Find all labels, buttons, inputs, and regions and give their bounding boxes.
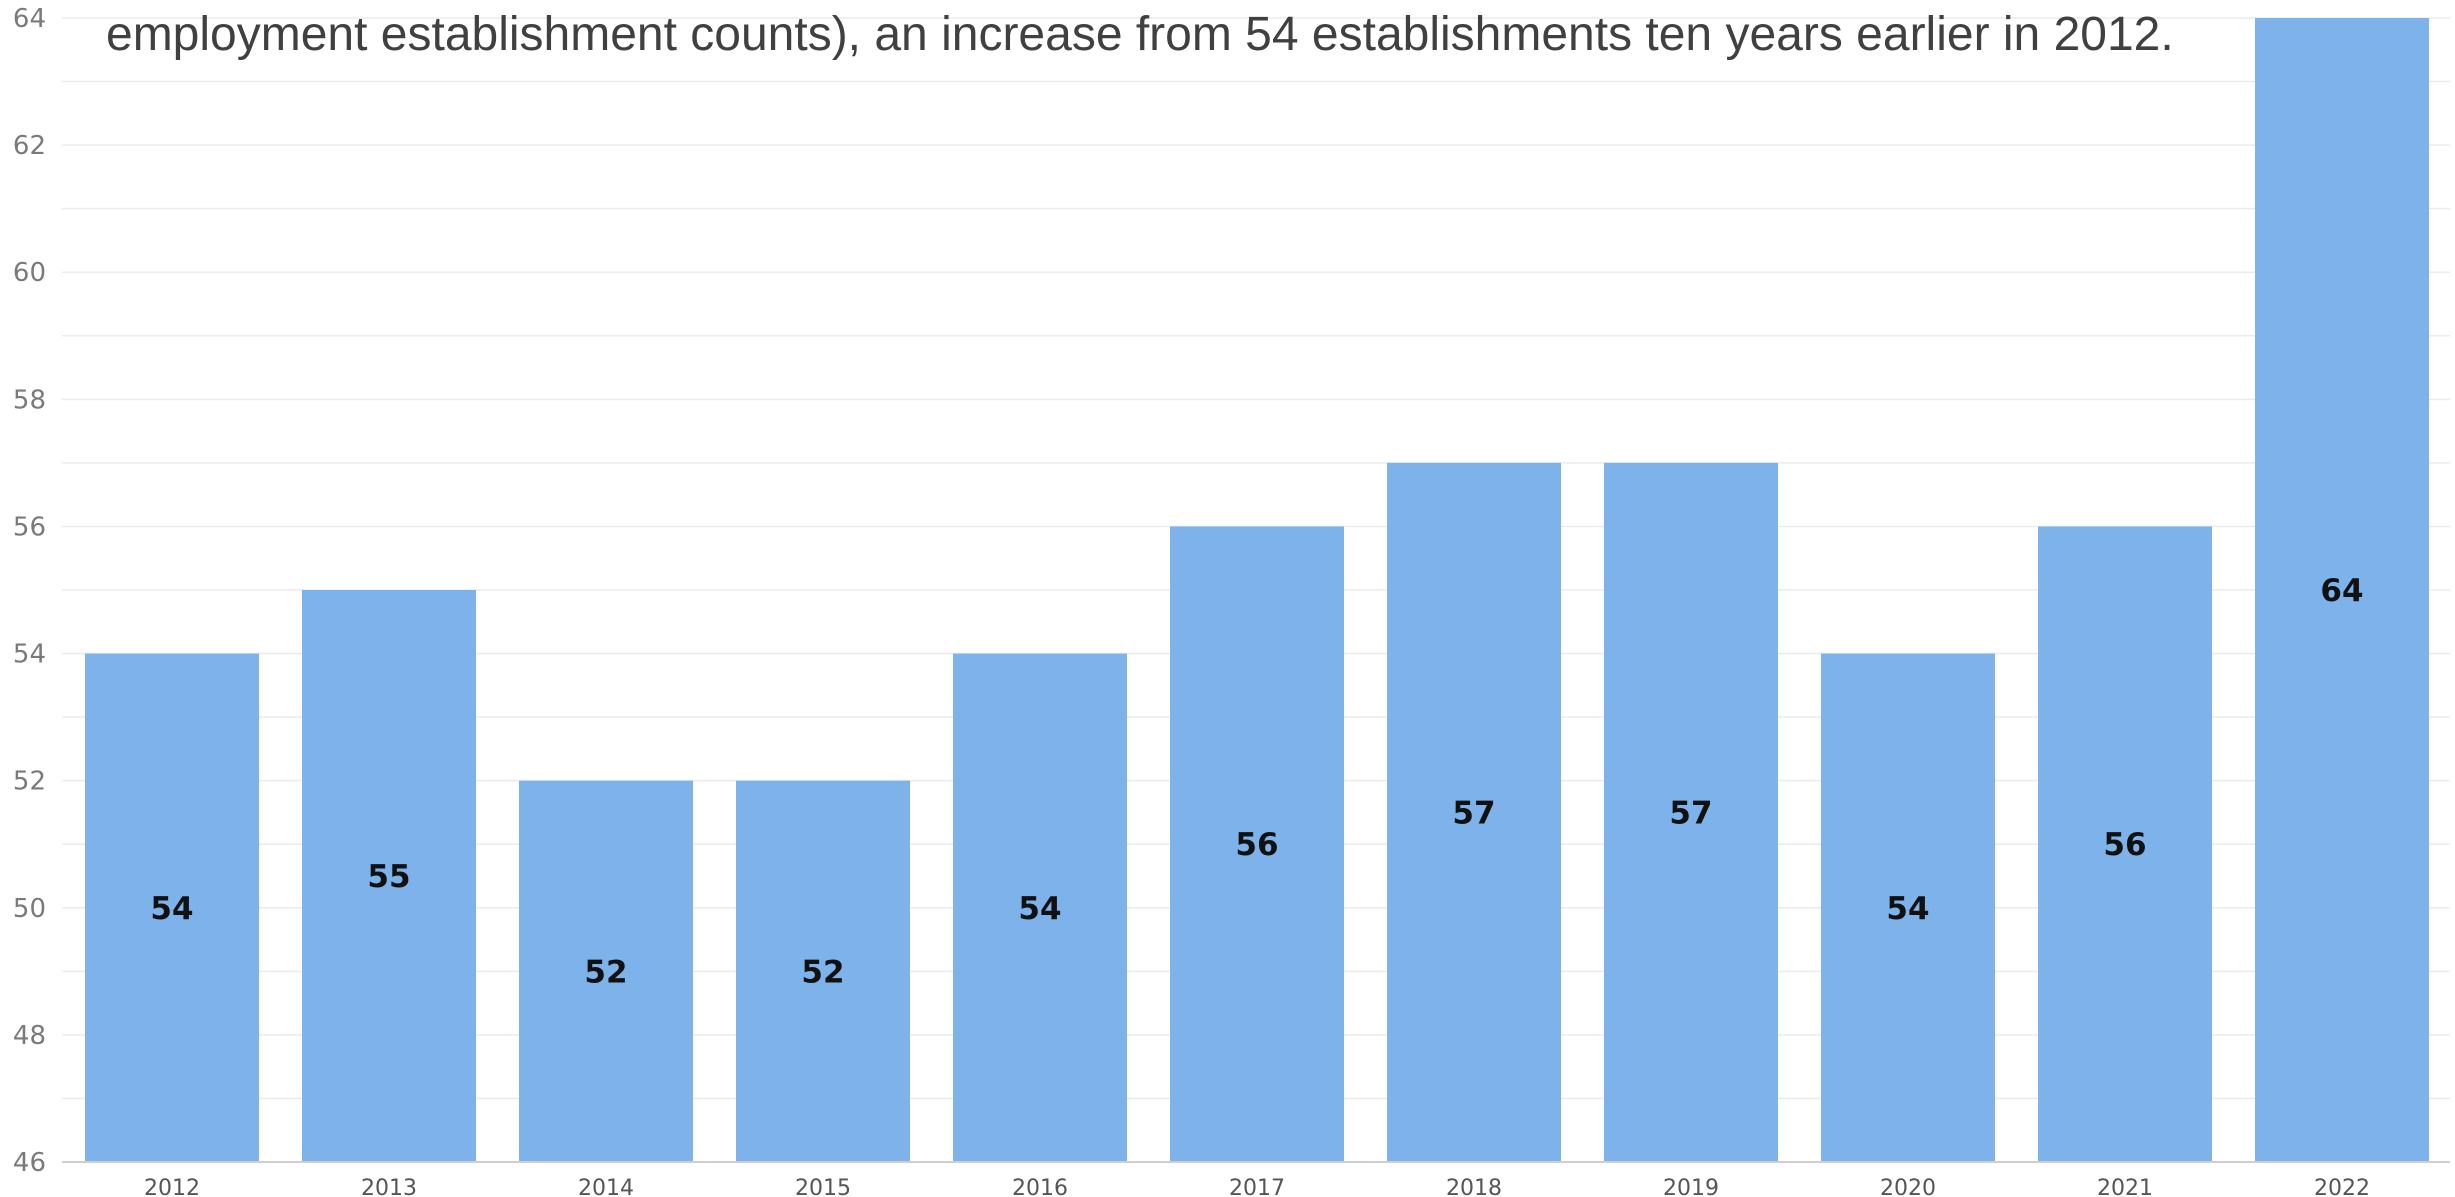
x-tick-label: 2016 xyxy=(1012,1176,1068,1197)
data-label: 57 xyxy=(1452,795,1495,831)
bar-2016[interactable] xyxy=(953,653,1127,1162)
bar-2012[interactable] xyxy=(85,653,259,1162)
data-label: 54 xyxy=(1886,891,1929,927)
bar-2022[interactable] xyxy=(2255,18,2429,1162)
data-label: 54 xyxy=(150,891,193,927)
x-tick-label: 2013 xyxy=(361,1176,417,1197)
y-tick-label: 62 xyxy=(13,131,46,161)
data-label: 56 xyxy=(1235,827,1278,863)
bar-2017[interactable] xyxy=(1170,526,1344,1162)
bar-2013[interactable] xyxy=(302,590,476,1162)
y-tick-label: 50 xyxy=(13,894,46,924)
data-label: 54 xyxy=(1018,891,1061,927)
bar-2021[interactable] xyxy=(2038,526,2212,1162)
x-tick-label: 2022 xyxy=(2314,1176,2370,1197)
y-tick-label: 48 xyxy=(13,1021,46,1051)
y-tick-label: 54 xyxy=(13,640,46,670)
axes: 46 48 50 52 54 56 58 60 62 64 2012 2013 2014 2015 2016… xyxy=(13,4,2450,1197)
y-tick-label: 58 xyxy=(13,385,46,415)
x-tick-label: 2014 xyxy=(578,1176,634,1197)
x-tick-label: 2020 xyxy=(1880,1176,1936,1197)
x-tick-label: 2015 xyxy=(795,1176,851,1197)
x-tick-label: 2012 xyxy=(144,1176,200,1197)
data-label: 52 xyxy=(584,954,627,990)
data-labels: 54 55 52 52 54 56 57 57 54 56 64 xyxy=(150,573,2363,990)
y-tick-label: 56 xyxy=(13,512,46,542)
x-tick-label: 2017 xyxy=(1229,1176,1285,1197)
bar-2014[interactable] xyxy=(519,780,693,1162)
data-label: 64 xyxy=(2320,573,2363,609)
bar-2019[interactable] xyxy=(1604,462,1778,1162)
data-label: 57 xyxy=(1669,795,1712,831)
bar-2015[interactable] xyxy=(736,780,910,1162)
x-tick-label: 2019 xyxy=(1663,1176,1719,1197)
x-tick-label: 2021 xyxy=(2097,1176,2153,1197)
bars xyxy=(85,18,2429,1162)
x-tick-label: 2018 xyxy=(1446,1176,1502,1197)
y-tick-label: 64 xyxy=(13,4,46,34)
data-label: 56 xyxy=(2103,827,2146,863)
y-tick-label: 46 xyxy=(13,1148,46,1178)
bar-2020[interactable] xyxy=(1821,653,1995,1162)
bar-2018[interactable] xyxy=(1387,462,1561,1162)
chart-caption: employment establishment counts), an inc… xyxy=(106,8,2174,61)
data-label: 52 xyxy=(801,954,844,990)
y-tick-label: 52 xyxy=(13,767,46,797)
data-label: 55 xyxy=(367,859,410,895)
y-tick-label: 60 xyxy=(13,258,46,288)
